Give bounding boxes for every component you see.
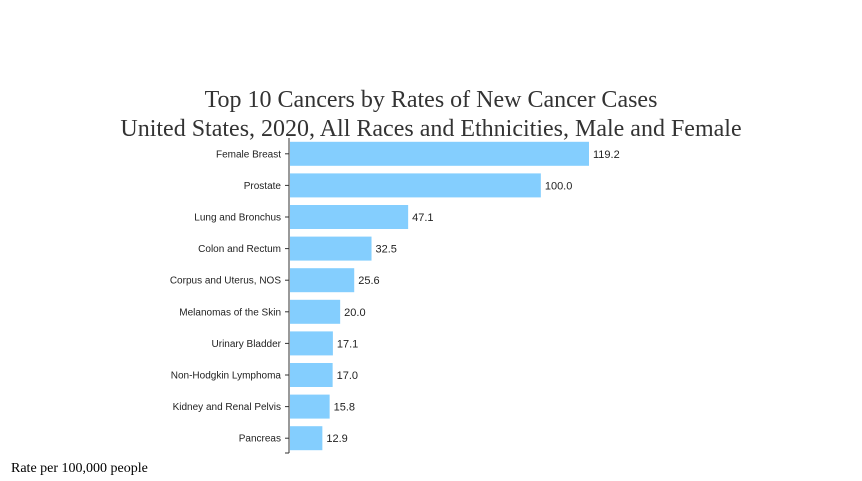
axis-footnote: Rate per 100,000 people — [11, 461, 148, 476]
value-label: 17.1 — [337, 338, 358, 350]
bar-female-breast[interactable] — [290, 141, 589, 166]
value-label: 12.9 — [326, 433, 347, 445]
bar-corpus-and-uterus-nos[interactable] — [290, 268, 355, 293]
category-label: Corpus and Uterus, NOS — [170, 276, 281, 287]
value-label: 15.8 — [334, 402, 355, 414]
value-label: 20.0 — [344, 307, 365, 319]
chart-title: Top 10 Cancers by Rates of New Cancer Ca… — [0, 86, 862, 144]
value-label: 47.1 — [412, 212, 433, 224]
category-label: Colon and Rectum — [198, 244, 281, 255]
bar-melanomas-of-the-skin[interactable] — [290, 299, 341, 324]
category-label: Kidney and Renal Pelvis — [173, 402, 281, 413]
bar-urinary-bladder[interactable] — [290, 331, 333, 356]
chart-subtitle: United States, 2020, All Races and Ethni… — [120, 116, 742, 142]
category-label: Prostate — [244, 181, 282, 192]
value-label: 119.2 — [593, 149, 620, 161]
bar-non-hodgkin-lymphoma[interactable] — [290, 363, 333, 387]
bar-kidney-and-renal-pelvis[interactable] — [290, 394, 330, 419]
bar-prostate[interactable] — [290, 173, 541, 198]
value-label: 32.5 — [376, 244, 397, 256]
category-label: Non-Hodgkin Lymphoma — [171, 371, 282, 382]
bar-pancreas[interactable] — [290, 426, 323, 451]
chart-title-line1: Top 10 Cancers by Rates of New Cancer Ca… — [204, 87, 658, 113]
value-label: 25.6 — [358, 275, 379, 287]
value-label: 100.0 — [545, 180, 573, 192]
category-label: Melanomas of the Skin — [179, 307, 281, 318]
bar-colon-and-rectum[interactable] — [290, 236, 372, 261]
bar-lung-and-bronchus[interactable] — [290, 205, 409, 229]
category-label: Pancreas — [239, 434, 281, 445]
category-label: Urinary Bladder — [212, 339, 282, 350]
category-label: Female Breast — [216, 149, 281, 160]
value-label: 17.0 — [337, 370, 358, 382]
category-label: Lung and Bronchus — [194, 213, 281, 224]
